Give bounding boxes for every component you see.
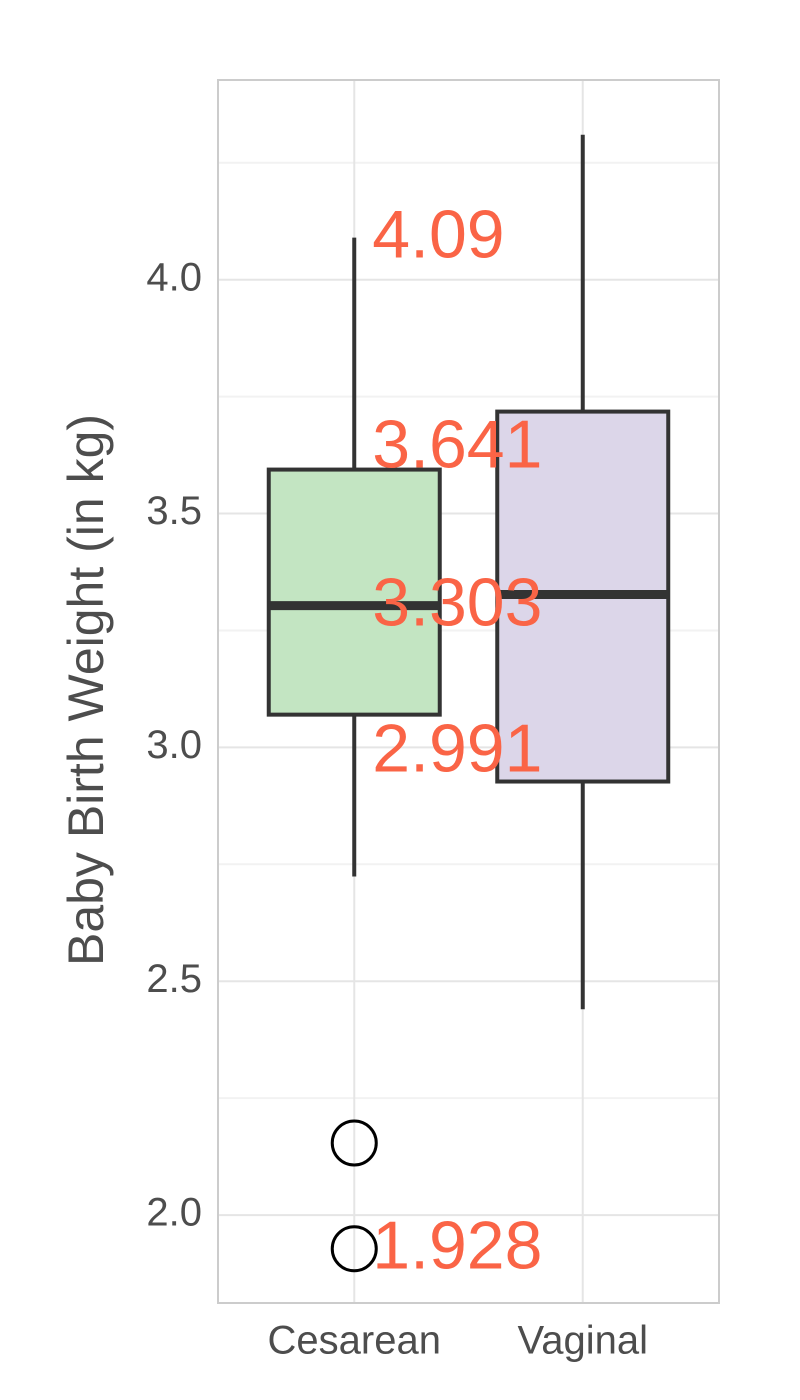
value-annotation: 3.641: [372, 407, 542, 483]
value-annotation: 3.303: [372, 565, 542, 641]
panel-border: [217, 79, 720, 1304]
y-tick-label: 2.0: [146, 1191, 202, 1235]
value-annotation: 4.09: [372, 197, 504, 273]
box: [266, 467, 442, 717]
y-tick-label: 4.0: [146, 255, 202, 299]
y-tick-label: 2.5: [146, 957, 202, 1001]
outlier: [330, 1225, 378, 1273]
y-axis-title: Baby Birth Weight (in kg): [58, 414, 114, 966]
value-annotation: 1.928: [372, 1208, 542, 1284]
y-tick-label: 3.5: [146, 489, 202, 533]
x-tick-label: Vaginal: [518, 1319, 648, 1363]
y-tick-label: 3.0: [146, 723, 202, 767]
outlier: [330, 1119, 378, 1167]
value-annotation: 2.991: [372, 711, 542, 787]
x-tick-label: Cesarean: [268, 1319, 441, 1363]
